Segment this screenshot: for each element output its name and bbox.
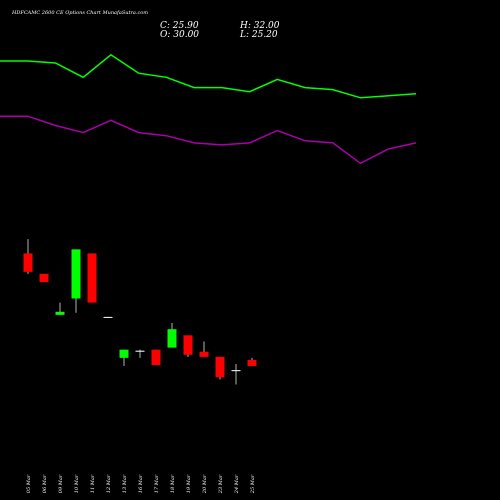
candle: [103, 316, 113, 318]
candle: [55, 302, 65, 315]
x-tick-label: 13 Mar: [122, 474, 128, 493]
candle: [87, 253, 97, 303]
candle-body: [87, 253, 97, 303]
candle-body: [103, 316, 113, 318]
lower-band-line: [0, 115, 417, 165]
candle: [215, 356, 225, 380]
candle: [119, 349, 129, 367]
candle: [199, 341, 209, 357]
x-tick-label: 16 Mar: [138, 474, 144, 493]
candle-body: [55, 311, 65, 315]
candle-body: [231, 370, 241, 372]
x-tick-label: 12 Mar: [106, 474, 112, 493]
candle-body: [199, 351, 209, 357]
upper-band-line: [0, 53, 417, 99]
x-tick-label: 20 Mar: [202, 474, 208, 494]
candle: [135, 349, 145, 358]
candle-body: [215, 356, 225, 378]
candle: [247, 357, 257, 367]
high-value: H: 32.00: [239, 21, 280, 31]
x-tick-label: 17 Mar: [154, 474, 160, 493]
candle-body: [71, 249, 81, 299]
x-tick-label: 24 Mar: [234, 474, 240, 494]
x-tick-label: 10 Mar: [74, 474, 80, 493]
x-tick-label: 18 Mar: [170, 474, 176, 493]
candle-body: [247, 359, 257, 367]
close-value: C: 25.90: [160, 21, 199, 31]
x-tick-label: 09 Mar: [58, 474, 64, 493]
candle: [183, 335, 193, 357]
candle-body: [135, 350, 145, 352]
candle: [167, 323, 177, 348]
candle: [23, 239, 33, 274]
candles: [23, 239, 257, 385]
x-tick-label: 19 Mar: [186, 474, 192, 493]
candle: [39, 273, 49, 283]
x-tick-label: 11 Mar: [90, 474, 96, 493]
candle: [151, 349, 161, 366]
candle: [71, 249, 81, 313]
x-tick-label: 05 Mar: [26, 474, 32, 493]
low-value: L: 25.20: [239, 30, 278, 40]
candle-body: [167, 329, 177, 348]
open-value: O: 30.00: [160, 30, 199, 40]
x-tick-label: 23 Mar: [218, 474, 224, 494]
band-lines: [0, 53, 417, 165]
candle-body: [183, 335, 193, 355]
x-tick-label: 06 Mar: [42, 474, 48, 493]
x-axis-ticks: 05 Mar 06 Mar 09 Mar 10 Mar 11 Mar 12 Mar 13 M…: [26, 474, 256, 494]
candle-body: [151, 349, 161, 366]
candle-body: [119, 349, 129, 358]
chart-title: HDFCAMC 2600 CE Options Chart MunafaSutr…: [11, 10, 148, 16]
candle-body: [39, 273, 49, 283]
x-tick-label: 25 Mar: [250, 474, 256, 494]
candle-body: [23, 253, 33, 272]
candle: [231, 364, 241, 385]
